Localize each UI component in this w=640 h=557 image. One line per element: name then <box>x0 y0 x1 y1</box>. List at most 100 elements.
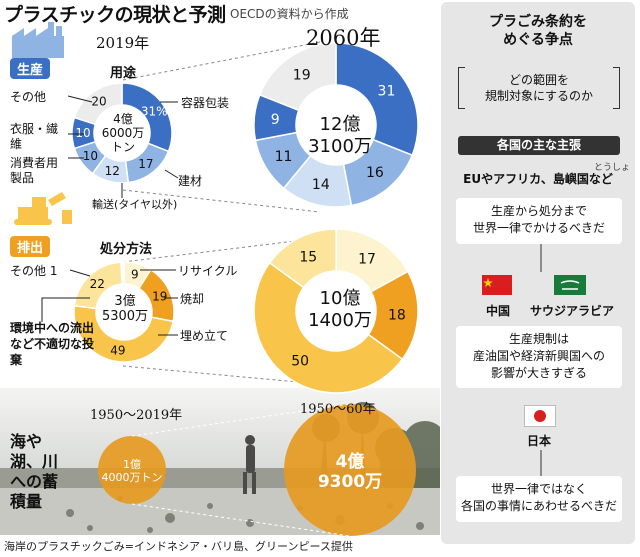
accumulation-period-left: 1950～2019年 <box>90 408 183 423</box>
slice-value-label: 17 <box>138 157 153 171</box>
group3-claim-box: 世界一律ではなく 各国の事情にあわせるべきだ <box>456 476 622 522</box>
title-line-2: めぐる争点 <box>503 32 573 48</box>
label-other-disposal: その他 1 <box>10 262 57 279</box>
value-line-1: 4億 <box>335 452 365 472</box>
disposal-leader-lines <box>41 269 178 336</box>
donut-slice <box>73 304 174 363</box>
slice-value-label: 19 <box>152 290 167 304</box>
donut-disposal-2060: 17 18 50 15 <box>253 228 419 394</box>
year-2060: 2060年 <box>306 26 381 50</box>
country-saudi: サウジアラビア <box>530 304 615 318</box>
slice-value-label: 10 <box>75 126 90 140</box>
factory-icon <box>12 22 64 58</box>
center-line-1: 12億 <box>319 114 361 135</box>
donut-slice <box>253 261 404 394</box>
group2-claim-box: 生産規制は 産油国や経済新興国への 影響が大きすぎる <box>456 326 622 388</box>
value-line-2: 4000万トン <box>101 471 163 484</box>
center-line-1: 3億 <box>114 294 136 309</box>
japan-connector-line <box>540 450 542 476</box>
label-incineration: 焼却 <box>180 292 205 306</box>
production-section-label: 用途 <box>110 66 137 81</box>
accumulation-period-right: 1950～60年 <box>300 402 376 417</box>
ruby-text: とうしょ <box>593 163 630 173</box>
slice-value-label: 14 <box>312 177 330 193</box>
accumulation-value-left: 1億 4000万トン <box>92 458 172 484</box>
center-line-1: 4億 <box>113 112 133 126</box>
slice-value-label: 49 <box>110 344 125 358</box>
claim-line-3: 影響が大きすぎる <box>490 366 587 380</box>
right-panel <box>441 2 635 544</box>
other-value: 1 <box>49 264 58 278</box>
slice-value-label: 9 <box>271 112 280 128</box>
photo-caption: 海岸のプラスチックごみ=インドネシア・バリ島、グリーンピース提供 <box>4 540 353 553</box>
slice-value-label: 16 <box>366 165 384 181</box>
label-packaging: 容器包装 <box>181 96 230 110</box>
saudi-flag-icon <box>554 275 586 295</box>
label-other-production: その他 <box>10 90 47 104</box>
center-line-2: 5300万 <box>101 309 149 324</box>
group1-claim-box: 生産から処分まで 世界一律でかけるべきだ <box>456 198 622 244</box>
source-note: OECDの資料から作成 <box>230 7 349 21</box>
slice-value-label: 20 <box>91 95 106 109</box>
donut-production-2019: 31% 17 12 10 10 20 <box>71 82 173 184</box>
claim-line-1: 生産規制は <box>508 332 569 346</box>
accumulation-connector-lines <box>131 403 351 537</box>
label-mismanaged: 環境中への流出など不適切な投棄 <box>10 321 95 367</box>
slice-value-label: 50 <box>291 353 309 369</box>
title-line-1: プラごみ条約を <box>489 14 587 30</box>
group1-connector-line <box>540 244 542 272</box>
slice-value-label: 17 <box>358 251 376 267</box>
donut-slice <box>120 261 125 285</box>
disposal-2019-center: 3億 5300万 <box>100 294 150 324</box>
section-header: 各国の主な主張 <box>458 136 620 155</box>
donut-slice <box>268 228 337 289</box>
question-line-2: 規制対象にするのか <box>484 89 594 103</box>
slice-value-label: 31 <box>378 84 396 100</box>
donut-slice <box>335 42 419 157</box>
accumulation-label: 海や湖、川への蓄積量 <box>10 432 59 511</box>
disposal-section-label: 処分方法 <box>100 242 153 257</box>
slice-value-label: 31% <box>141 104 168 118</box>
question-line-1: どの範囲を <box>508 73 569 87</box>
donut-slice <box>258 42 337 112</box>
donut-slice <box>73 82 123 126</box>
label-transport: 輸送(タイヤ以外) <box>92 198 178 211</box>
slice-value-label: 12 <box>105 164 120 178</box>
accumulation-circle-2060 <box>284 404 416 536</box>
infographic-canvas: 31% 17 12 10 10 20 31 16 14 11 9 19 9 19 49 22 17 18 50… <box>12 22 419 537</box>
slice-value-label: 19 <box>293 67 311 83</box>
right-panel-title: プラごみ条約を めぐる争点 <box>441 13 635 49</box>
bulldozer-icon <box>14 192 72 225</box>
center-line-2: 6000万 <box>101 126 145 140</box>
claim-line-1: 世界一律ではなく <box>490 482 587 496</box>
slice-value-label: 11 <box>275 149 293 165</box>
group1-label: EUやアフリカ、島嶼国など <box>463 172 613 186</box>
slice-value-label: 10 <box>83 149 98 163</box>
question-box: どの範囲を 規制対象にするのか <box>458 67 620 109</box>
center-line-1: 10億 <box>319 288 361 309</box>
label-construction: 建材 <box>178 174 203 188</box>
production-badge: 生産 <box>10 58 51 79</box>
disposal-2060-center: 10億 1400万 <box>300 288 380 332</box>
other-text: その他 <box>10 264 47 278</box>
country-japan: 日本 <box>526 434 551 448</box>
center-line-2: 3100万 <box>308 136 372 157</box>
label-landfill: 埋め立て <box>180 329 229 343</box>
label-textiles: 衣服・繊維 <box>10 122 59 151</box>
center-line-2: 1400万 <box>308 310 372 331</box>
claim-line-1: 生産から処分まで <box>490 204 587 218</box>
country-china: 中国 <box>485 304 510 318</box>
japan-flag-icon <box>524 405 556 427</box>
page-title: プラスチックの現状と予測 <box>4 4 226 26</box>
year-2019: 2019年 <box>96 34 150 52</box>
slice-value-label: 15 <box>299 250 317 266</box>
claim-line-2: 各国の事情にあわせるべきだ <box>460 499 617 513</box>
accumulation-circle-2019 <box>98 436 166 504</box>
production-2060-center: 12億 3100万 <box>300 114 380 158</box>
china-flag-icon <box>482 275 512 295</box>
accumulation-value-right: 4億 9300万 <box>300 452 400 492</box>
disposal-connector-lines <box>122 237 321 385</box>
label-recycle: リサイクル <box>178 264 238 278</box>
donut-production-2060: 31 16 14 11 9 19 <box>253 42 419 208</box>
donut-disposal-2019: 9 19 49 22 <box>73 261 175 363</box>
